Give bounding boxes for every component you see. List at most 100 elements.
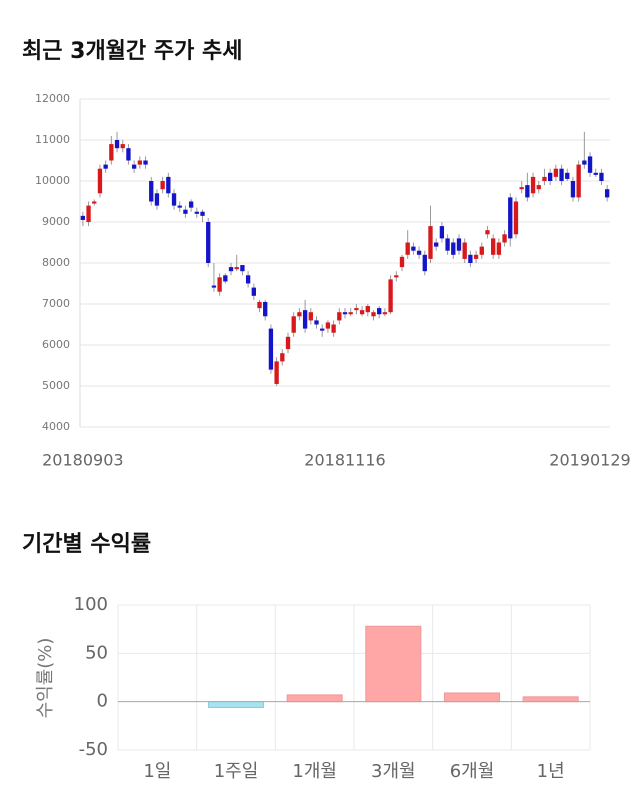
candle-body [188,201,194,208]
candle-body [519,187,524,190]
candle-body [291,316,296,333]
y-tick-label: 0 [97,691,108,712]
y-tick-label: -50 [79,739,108,760]
x-tick-label: 20190129 [549,451,630,470]
candle-body [103,164,108,169]
candle-body [570,181,576,198]
candle-body [405,242,410,255]
candle-body [109,144,114,161]
candle-body [245,275,251,284]
candle-body [234,267,239,270]
candle-body [553,168,559,177]
candle-body [479,246,484,255]
x-tick-label: 20180903 [42,451,123,470]
candle-body [331,324,336,333]
candle-body [439,226,445,239]
y-axis-label: 수익률(%) [35,638,56,719]
candle-body [445,238,450,251]
candle-body [513,201,519,235]
candle-body [228,267,234,272]
y-tick-label: 5000 [42,379,70,392]
candle-body [536,185,541,190]
candle-body [302,310,308,329]
candle-body [496,242,502,255]
candle-body [308,312,313,321]
candle-body [382,312,388,315]
candle-body [377,308,382,315]
y-tick-label: 4000 [42,420,70,433]
candle-body [120,144,125,149]
y-tick-label: 11000 [35,133,70,146]
candle-body [137,160,143,165]
candle-body [80,215,86,220]
bar [207,701,265,708]
y-tick-label: 10000 [35,174,70,187]
candle-body [183,209,188,214]
candle-body [502,234,507,243]
candle-body [149,181,154,202]
candle-body [388,279,393,313]
candle-body [434,242,439,247]
candle-body [223,275,228,282]
candle-body [399,256,405,268]
candle-body [530,176,536,194]
chart-title: 최근 3개월간 주가 추세 [22,39,242,64]
bar [286,694,343,703]
candle-body [559,168,564,181]
candle-body [114,140,120,149]
candle-body [565,172,570,179]
candle-body [422,254,427,272]
candle-body [599,172,604,181]
x-tick-label: 20181116 [304,451,385,470]
candle-body [160,181,165,190]
candle-body [342,312,348,315]
candle-body [211,285,217,288]
candle-body [547,172,553,181]
candle-body [508,197,513,239]
candle-body [154,193,160,206]
candle-body [468,254,473,263]
candle-body [257,301,262,309]
x-tick-label: 6개월 [450,761,495,782]
candle-body [576,164,581,198]
x-tick-label: 1년 [537,761,565,782]
candle-body [491,238,496,255]
candle-body [371,312,376,317]
candle-body [177,205,182,208]
candle-body [542,176,547,181]
candle-body [268,328,274,370]
y-tick-label: 6000 [42,338,70,351]
candle-body [394,275,399,278]
candle-body [200,211,205,216]
candle-body [485,230,490,235]
candle-body [240,265,245,272]
candle-body [428,226,433,259]
candle-body [131,164,137,169]
candle-body [411,246,416,251]
candle-body [525,185,530,198]
candle-body [456,238,462,251]
chart-title: 기간별 수익률 [22,532,151,557]
candle-body [337,312,342,321]
candle-body [416,250,422,255]
candle-body [285,336,291,350]
candle-body [462,242,467,259]
candle-body [166,176,171,194]
candle-body [473,254,479,259]
candle-body [251,287,256,296]
x-tick-label: 1개월 [292,761,337,782]
x-tick-label: 3개월 [371,761,416,782]
candle-body [126,148,131,161]
candle-body [587,156,593,173]
candle-body [217,277,222,292]
candle-body [280,353,285,362]
y-tick-label: 50 [85,642,108,663]
candle-body [143,160,148,165]
bar [365,625,422,703]
candle-body [86,205,91,222]
candle-body [297,312,302,317]
candle-body [348,312,353,315]
candle-body [274,361,279,384]
candle-body [365,306,370,313]
